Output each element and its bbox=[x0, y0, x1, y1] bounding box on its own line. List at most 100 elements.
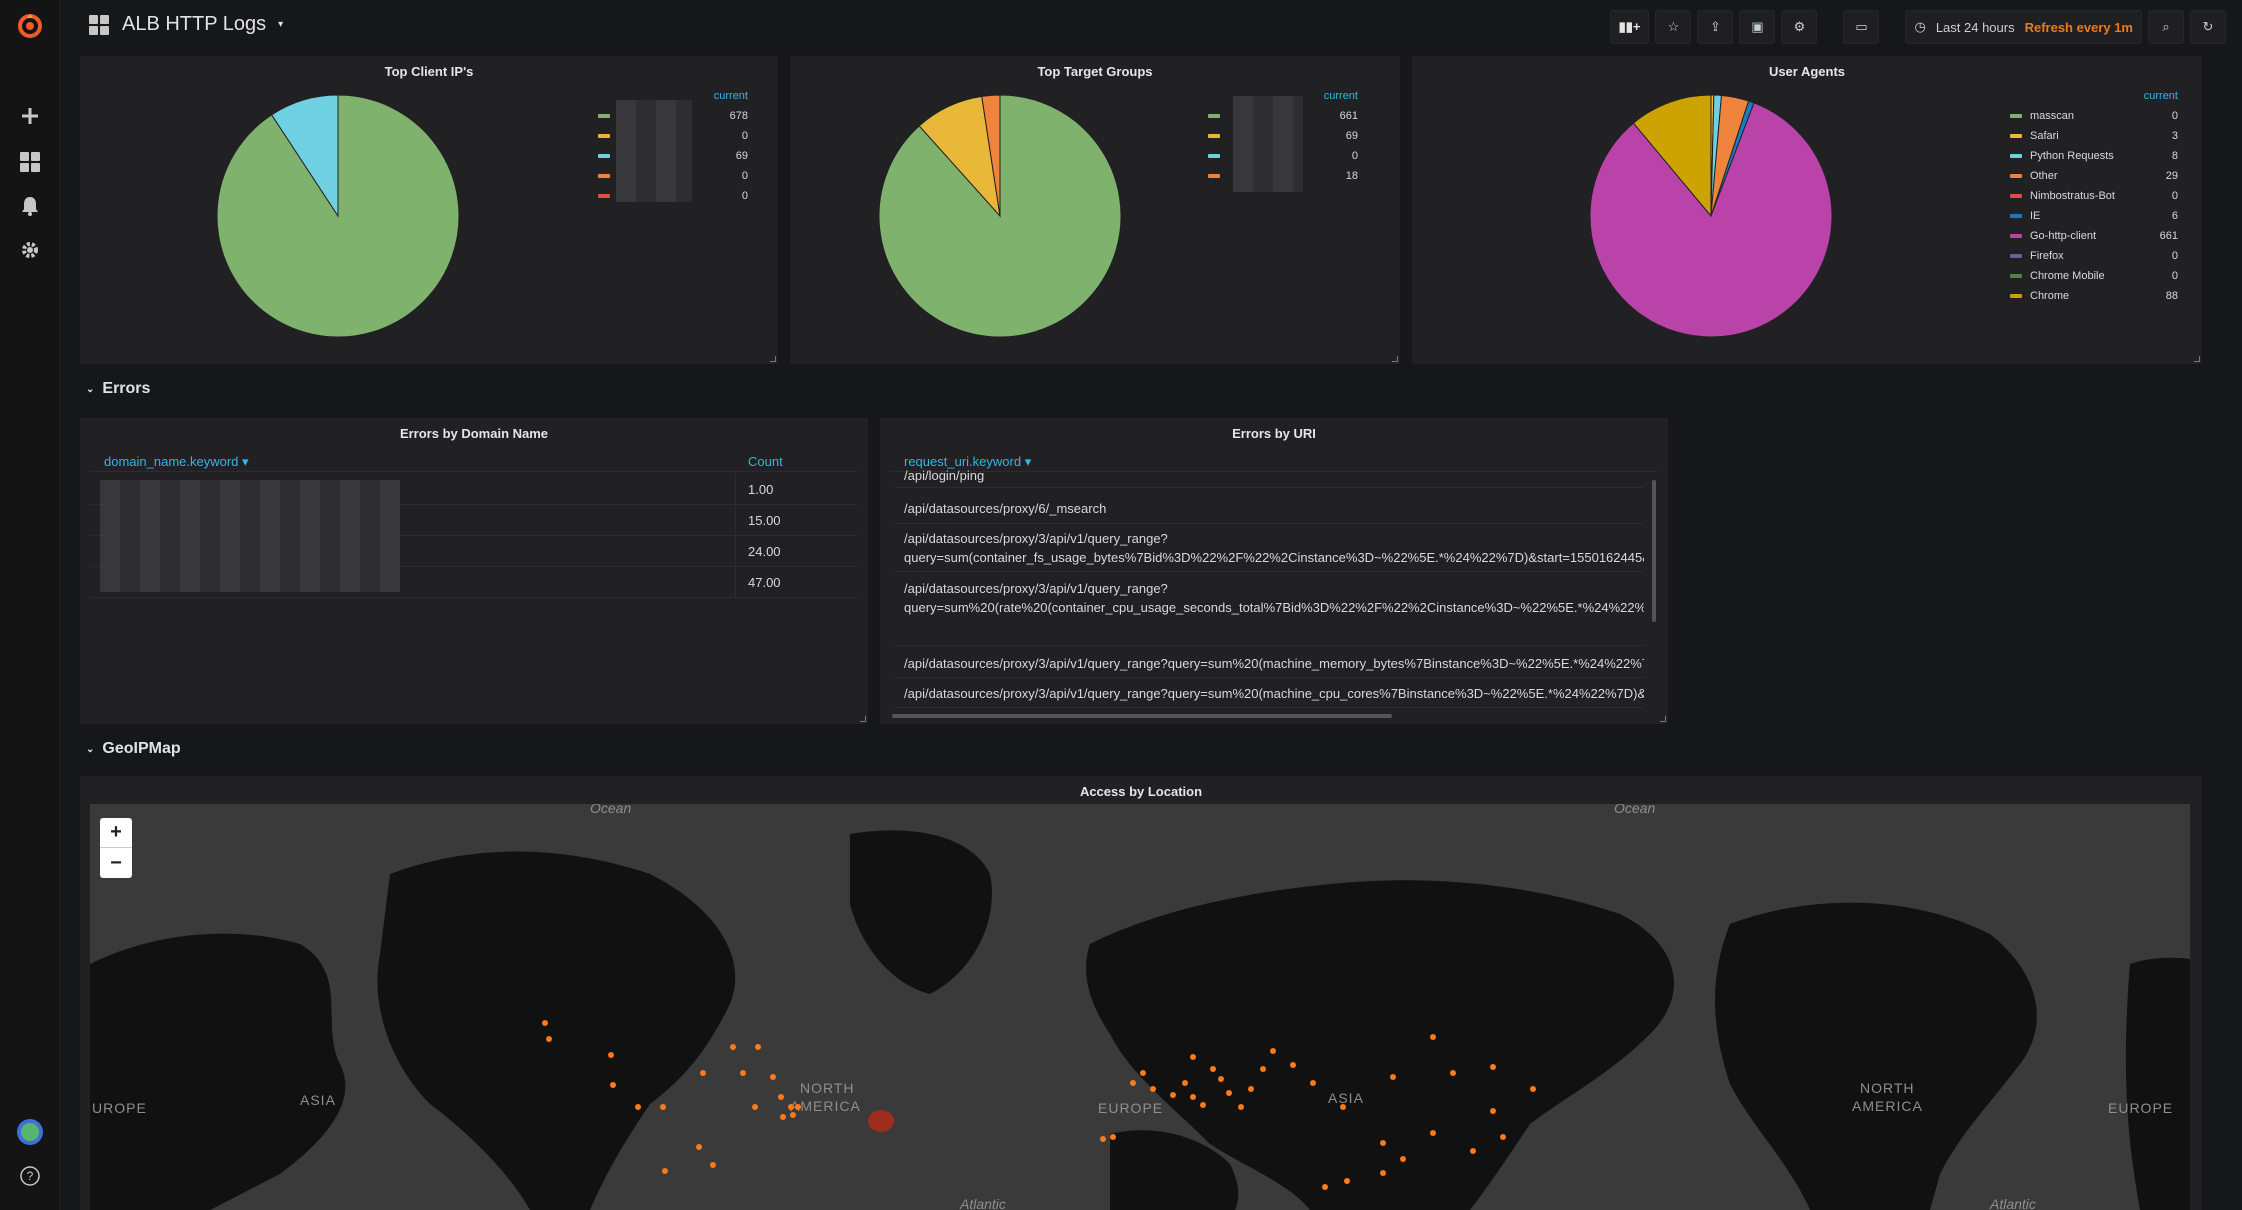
location-marker[interactable] bbox=[608, 1052, 614, 1058]
legend-item[interactable]: IE 6 bbox=[2010, 206, 2178, 226]
location-marker[interactable] bbox=[1310, 1080, 1316, 1086]
resize-handle[interactable] bbox=[1392, 356, 1398, 362]
vertical-scrollbar[interactable] bbox=[1652, 480, 1656, 622]
location-marker[interactable] bbox=[1100, 1136, 1106, 1142]
location-marker[interactable] bbox=[1290, 1062, 1296, 1068]
star-button[interactable]: ☆ bbox=[1655, 10, 1692, 44]
location-marker[interactable] bbox=[1190, 1094, 1196, 1100]
location-marker[interactable] bbox=[780, 1114, 786, 1120]
zoom-out-button[interactable]: − bbox=[110, 851, 122, 874]
grafana-logo-icon[interactable] bbox=[12, 8, 48, 44]
horizontal-scrollbar[interactable] bbox=[892, 714, 1392, 718]
pie-slice[interactable] bbox=[1589, 102, 1833, 338]
legend-item[interactable]: Go-http-client 661 bbox=[2010, 226, 2178, 246]
location-marker[interactable] bbox=[795, 1104, 801, 1110]
location-marker[interactable] bbox=[770, 1074, 776, 1080]
location-marker[interactable] bbox=[755, 1044, 761, 1050]
resize-handle[interactable] bbox=[770, 356, 776, 362]
location-marker[interactable] bbox=[1400, 1156, 1406, 1162]
column-header-uri[interactable]: request_uri.keyword ▾ bbox=[904, 454, 1031, 470]
alerting-bell-icon[interactable] bbox=[12, 188, 48, 224]
location-marker[interactable] bbox=[710, 1162, 716, 1168]
cycle-view-mode-button[interactable]: ▭ bbox=[1843, 10, 1880, 44]
legend-item[interactable]: 0 bbox=[598, 166, 748, 186]
location-marker[interactable] bbox=[610, 1082, 616, 1088]
location-marker[interactable] bbox=[1182, 1080, 1188, 1086]
location-marker[interactable] bbox=[1190, 1054, 1196, 1060]
location-marker[interactable] bbox=[1226, 1090, 1232, 1096]
resize-handle[interactable] bbox=[1660, 716, 1666, 722]
location-marker[interactable] bbox=[1322, 1184, 1328, 1190]
location-marker[interactable] bbox=[778, 1094, 784, 1100]
location-marker[interactable] bbox=[790, 1112, 796, 1118]
location-marker[interactable] bbox=[635, 1104, 641, 1110]
legend-item[interactable]: 69 bbox=[1208, 126, 1358, 146]
location-marker[interactable] bbox=[1150, 1086, 1156, 1092]
location-marker[interactable] bbox=[1248, 1086, 1254, 1092]
legend-item[interactable]: Firefox 0 bbox=[2010, 246, 2178, 266]
legend-item[interactable]: Chrome 88 bbox=[2010, 286, 2178, 306]
add-panel-button[interactable]: ▮▮+ bbox=[1609, 10, 1650, 44]
location-marker[interactable] bbox=[1340, 1104, 1346, 1110]
zoom-in-button[interactable]: + bbox=[100, 818, 132, 848]
row-geoipmap-toggle[interactable]: ⌄ GeoIPMap bbox=[86, 740, 181, 758]
save-button[interactable]: ▣ bbox=[1739, 10, 1776, 44]
location-marker[interactable] bbox=[696, 1144, 702, 1150]
legend-item[interactable]: Safari 3 bbox=[2010, 126, 2178, 146]
share-button[interactable]: ⇪ bbox=[1697, 10, 1734, 44]
time-picker-button[interactable]: ◷ Last 24 hours Refresh every 1m bbox=[1905, 10, 2142, 44]
location-marker[interactable] bbox=[740, 1070, 746, 1076]
configuration-gear-icon[interactable] bbox=[12, 232, 48, 268]
location-marker[interactable] bbox=[1344, 1178, 1350, 1184]
create-plus-icon[interactable] bbox=[12, 98, 48, 134]
location-marker[interactable] bbox=[1430, 1130, 1436, 1136]
legend-item[interactable]: Chrome Mobile 0 bbox=[2010, 266, 2178, 286]
legend-item[interactable]: 18 bbox=[1208, 166, 1358, 186]
location-marker[interactable] bbox=[660, 1104, 666, 1110]
location-marker[interactable] bbox=[1430, 1034, 1436, 1040]
location-marker[interactable] bbox=[1390, 1074, 1396, 1080]
column-header-count[interactable]: Count bbox=[748, 454, 783, 469]
location-marker[interactable] bbox=[1530, 1086, 1536, 1092]
location-marker[interactable] bbox=[1238, 1104, 1244, 1110]
user-avatar-icon[interactable] bbox=[12, 1114, 48, 1150]
location-marker[interactable] bbox=[1490, 1108, 1496, 1114]
resize-handle[interactable] bbox=[860, 716, 866, 722]
settings-button[interactable]: ⚙ bbox=[1781, 10, 1818, 44]
location-marker[interactable] bbox=[662, 1168, 668, 1174]
location-marker[interactable] bbox=[1200, 1102, 1206, 1108]
location-marker[interactable] bbox=[1260, 1066, 1266, 1072]
location-marker[interactable] bbox=[1380, 1170, 1386, 1176]
legend-item[interactable]: 69 bbox=[598, 146, 748, 166]
location-marker[interactable] bbox=[546, 1036, 552, 1042]
location-marker[interactable] bbox=[1500, 1134, 1506, 1140]
location-marker[interactable] bbox=[542, 1020, 548, 1026]
help-icon[interactable]: ? bbox=[12, 1158, 48, 1194]
legend-item[interactable]: Python Requests 8 bbox=[2010, 146, 2178, 166]
refresh-button[interactable]: ↻ bbox=[2190, 10, 2226, 44]
location-marker[interactable] bbox=[788, 1104, 794, 1110]
location-marker[interactable] bbox=[1170, 1092, 1176, 1098]
world-map[interactable]: + − ASIA NORTH AMERICA EUROPE ASIA NORTH… bbox=[90, 804, 2190, 1210]
legend-item[interactable]: 678 bbox=[598, 106, 748, 126]
location-marker[interactable] bbox=[1140, 1070, 1146, 1076]
location-marker[interactable] bbox=[1490, 1064, 1496, 1070]
location-marker[interactable] bbox=[1470, 1148, 1476, 1154]
location-marker[interactable] bbox=[752, 1104, 758, 1110]
location-marker[interactable] bbox=[700, 1070, 706, 1076]
location-marker[interactable] bbox=[1270, 1048, 1276, 1054]
zoom-out-button[interactable]: ⌕ bbox=[2148, 10, 2184, 44]
pie-slice[interactable] bbox=[1632, 94, 1712, 218]
legend-item[interactable]: Other 29 bbox=[2010, 166, 2178, 186]
location-marker[interactable] bbox=[1110, 1134, 1116, 1140]
location-marker[interactable] bbox=[1450, 1070, 1456, 1076]
location-marker[interactable] bbox=[1380, 1140, 1386, 1146]
legend-item[interactable]: 0 bbox=[1208, 146, 1358, 166]
location-marker[interactable] bbox=[1210, 1066, 1216, 1072]
pie-slice[interactable] bbox=[981, 94, 1001, 217]
resize-handle[interactable] bbox=[2194, 356, 2200, 362]
location-marker[interactable] bbox=[730, 1044, 736, 1050]
location-marker[interactable] bbox=[1130, 1080, 1136, 1086]
legend-item[interactable]: 0 bbox=[598, 126, 748, 146]
legend-item[interactable]: 661 bbox=[1208, 106, 1358, 126]
